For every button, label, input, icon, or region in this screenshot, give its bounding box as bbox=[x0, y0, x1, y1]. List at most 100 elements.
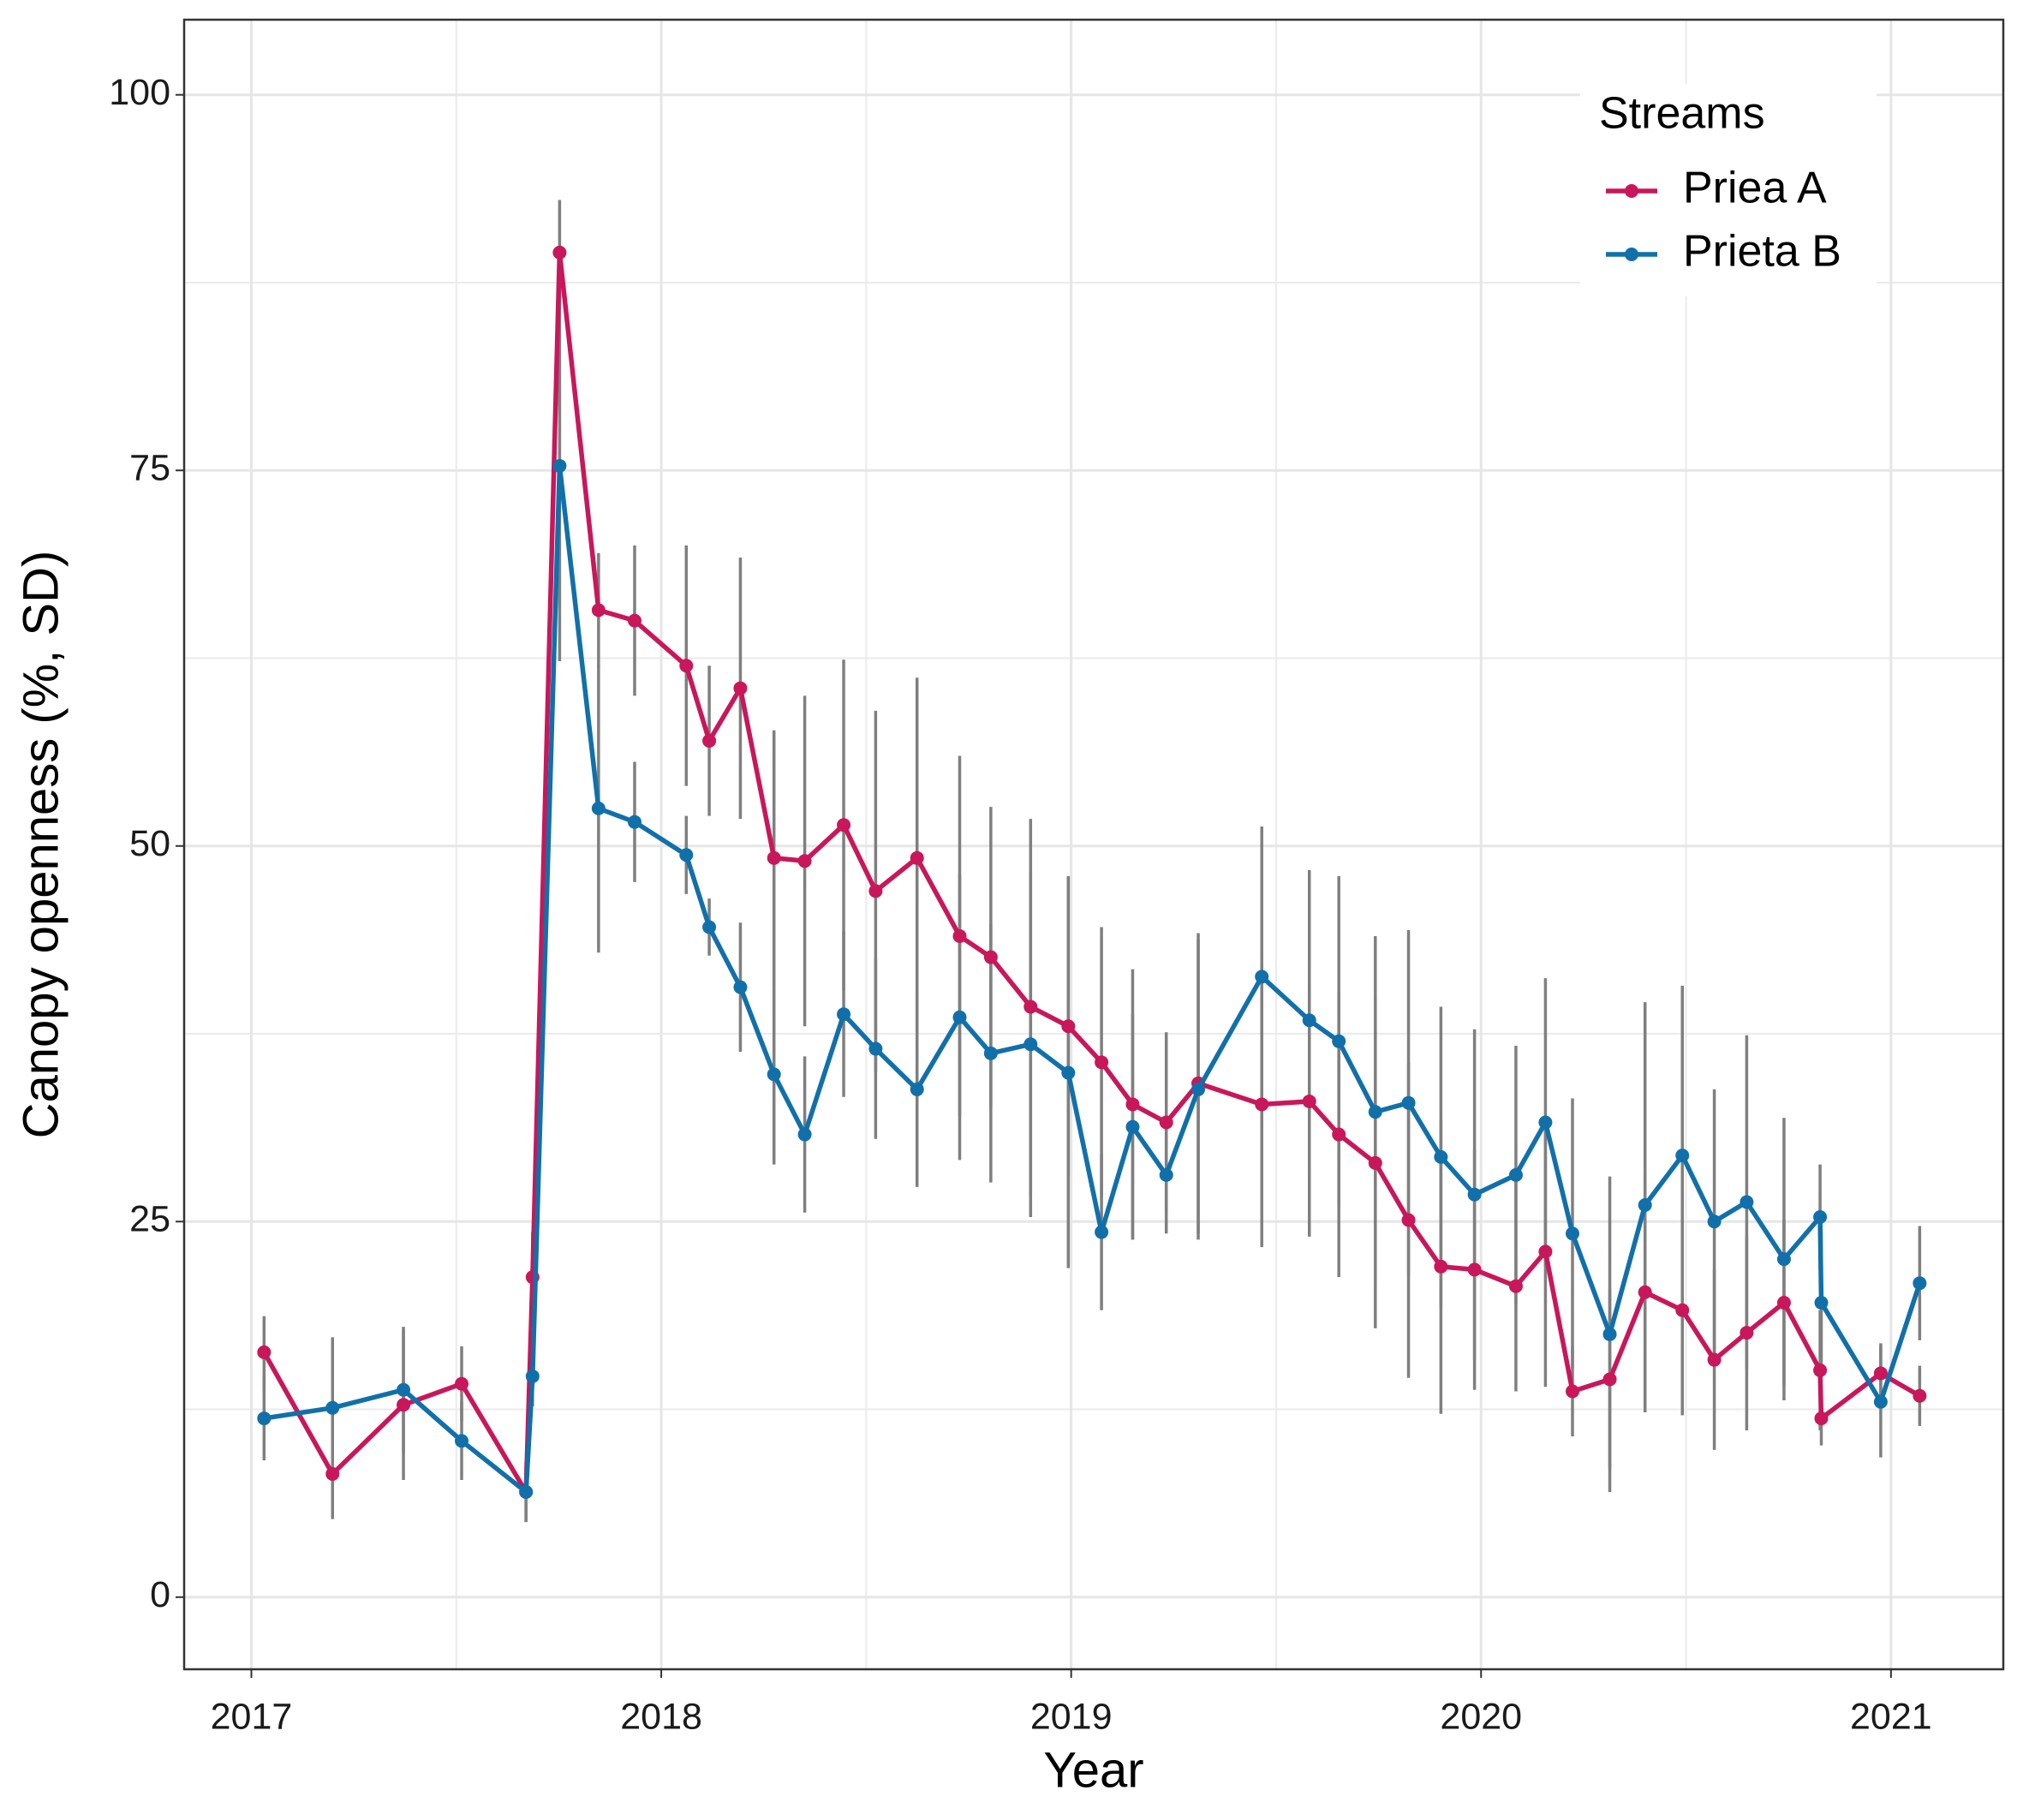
data-point bbox=[257, 1411, 272, 1426]
data-point bbox=[1159, 1167, 1173, 1182]
data-point bbox=[455, 1434, 469, 1448]
data-point bbox=[1467, 1262, 1482, 1277]
data-point bbox=[702, 920, 717, 934]
data-point bbox=[767, 1067, 781, 1082]
data-point bbox=[1814, 1296, 1829, 1310]
data-point bbox=[797, 1127, 812, 1142]
data-point bbox=[519, 1485, 534, 1500]
data-point bbox=[627, 815, 642, 829]
data-point bbox=[1740, 1195, 1754, 1209]
data-point bbox=[1368, 1105, 1382, 1119]
data-point bbox=[1873, 1366, 1888, 1381]
data-point bbox=[325, 1400, 340, 1415]
data-point bbox=[797, 854, 812, 868]
data-point bbox=[868, 884, 883, 898]
series-line bbox=[261, 250, 1921, 1495]
data-point bbox=[1401, 1095, 1416, 1110]
legend-swatch-point bbox=[1625, 184, 1638, 198]
x-tick-label: 2020 bbox=[1440, 1696, 1522, 1737]
panel-border bbox=[182, 18, 2005, 1671]
data-point bbox=[837, 1007, 851, 1022]
data-point bbox=[1095, 1055, 1109, 1070]
data-point bbox=[1434, 1149, 1448, 1164]
data-point bbox=[1255, 970, 1269, 984]
data-point bbox=[1302, 1013, 1316, 1028]
data-point bbox=[1740, 1326, 1754, 1340]
data-point bbox=[1508, 1279, 1523, 1293]
data-point bbox=[1302, 1094, 1316, 1108]
data-point bbox=[1814, 1411, 1829, 1426]
data-point bbox=[1095, 1225, 1109, 1239]
y-axis-title: Canopy openness (%, SD) bbox=[13, 551, 69, 1139]
data-point bbox=[983, 950, 998, 964]
y-tick-label: 75 bbox=[129, 448, 170, 489]
data-point bbox=[1776, 1296, 1791, 1310]
data-point bbox=[591, 603, 606, 618]
data-point bbox=[397, 1382, 411, 1397]
data-point bbox=[627, 613, 642, 628]
data-point bbox=[257, 1345, 272, 1359]
data-point bbox=[733, 681, 748, 695]
data-point bbox=[1401, 1213, 1416, 1227]
data-point bbox=[1467, 1187, 1482, 1202]
data-point bbox=[1023, 1000, 1038, 1014]
data-point bbox=[397, 1398, 411, 1412]
data-point bbox=[455, 1376, 469, 1391]
data-point bbox=[1159, 1115, 1173, 1130]
data-point bbox=[679, 848, 694, 862]
data-point bbox=[1707, 1214, 1722, 1229]
data-point bbox=[1565, 1226, 1579, 1241]
data-point bbox=[1061, 1065, 1076, 1080]
x-axis-title: Year bbox=[1043, 1742, 1143, 1798]
legend-swatch-point bbox=[1625, 248, 1638, 261]
data-point bbox=[679, 659, 694, 673]
data-point bbox=[733, 980, 748, 994]
data-point bbox=[983, 1046, 998, 1060]
data-point bbox=[1707, 1352, 1722, 1367]
data-point bbox=[525, 1369, 540, 1383]
x-tick-label: 2019 bbox=[1030, 1696, 1113, 1737]
data-point bbox=[325, 1466, 340, 1481]
data-point bbox=[952, 929, 967, 943]
data-point bbox=[1538, 1244, 1553, 1259]
data-point bbox=[1602, 1327, 1617, 1341]
data-point bbox=[910, 850, 924, 865]
data-point bbox=[1913, 1388, 1927, 1403]
series-line bbox=[263, 463, 1922, 1495]
data-point bbox=[767, 850, 781, 865]
data-point bbox=[1565, 1384, 1579, 1399]
x-tick-label: 2021 bbox=[1850, 1696, 1932, 1737]
data-point bbox=[1638, 1285, 1652, 1299]
data-point bbox=[1602, 1372, 1617, 1387]
legend-label: Priea A bbox=[1683, 164, 1827, 213]
data-point bbox=[1332, 1034, 1346, 1048]
y-tick-label: 0 bbox=[150, 1574, 170, 1615]
data-point bbox=[552, 458, 567, 473]
data-point bbox=[1873, 1394, 1888, 1409]
data-point bbox=[1913, 1276, 1927, 1291]
y-tick-label: 100 bbox=[109, 72, 170, 113]
data-point bbox=[1813, 1363, 1828, 1377]
data-point bbox=[1776, 1252, 1791, 1267]
data-point bbox=[868, 1041, 883, 1056]
data-point bbox=[1332, 1127, 1346, 1142]
data-point bbox=[952, 1010, 967, 1024]
data-point bbox=[1125, 1097, 1140, 1112]
data-point bbox=[591, 801, 606, 815]
legend-label: Prieta B bbox=[1683, 227, 1841, 277]
data-point bbox=[837, 818, 851, 832]
data-point bbox=[1023, 1037, 1038, 1052]
data-point bbox=[1125, 1119, 1140, 1134]
y-tick-label: 25 bbox=[129, 1199, 170, 1240]
data-point bbox=[1434, 1259, 1448, 1274]
data-point bbox=[1191, 1082, 1206, 1096]
data-point bbox=[1061, 1019, 1076, 1034]
data-point bbox=[1255, 1097, 1269, 1112]
data-point bbox=[910, 1082, 924, 1096]
legend-title: Streams bbox=[1599, 89, 1765, 139]
data-point bbox=[1813, 1210, 1828, 1225]
data-point bbox=[1675, 1303, 1690, 1317]
data-point bbox=[1368, 1155, 1382, 1170]
data-point bbox=[1508, 1167, 1523, 1182]
